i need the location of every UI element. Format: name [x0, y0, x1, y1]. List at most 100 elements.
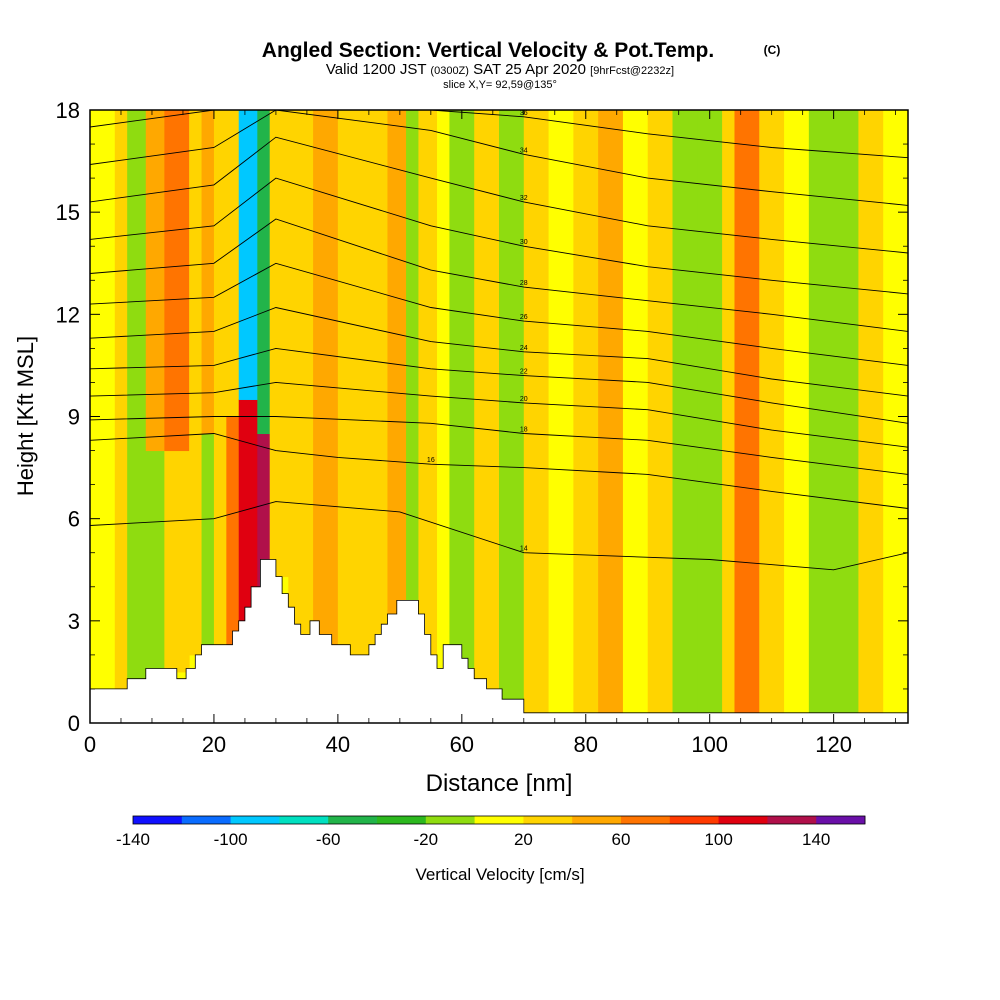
colorbar-tick-100: 100	[704, 830, 732, 849]
isentrope-26	[90, 262, 908, 366]
x-tick-label-60: 60	[450, 732, 474, 757]
y-tick-label-15: 15	[56, 200, 80, 225]
x-tick-label-0: 0	[84, 732, 96, 757]
velocity-band-12	[226, 110, 240, 417]
x-axis-label: Distance [nm]	[426, 770, 573, 797]
velocity-band-20	[337, 110, 364, 656]
colorbar-swatch-12	[718, 816, 768, 824]
colorbar-swatch-13	[767, 816, 817, 824]
isentrope-label-24: 24	[520, 345, 528, 352]
isentrope-label-22: 22	[520, 369, 528, 376]
colorbar-swatch-5	[377, 816, 427, 824]
velocity-band-33	[622, 110, 649, 714]
velocity-band-23	[406, 110, 419, 601]
colorbar-tick--20: -20	[414, 830, 439, 849]
x-tick-label-100: 100	[691, 732, 728, 757]
velocity-band-30	[548, 110, 574, 714]
isentrope-label-26: 26	[520, 314, 528, 321]
chart-subtitle: Valid 1200 JST (0300Z) SAT 25 Apr 2020 […	[326, 61, 674, 78]
isentrope-34	[90, 110, 908, 206]
isentrope-28	[90, 218, 908, 332]
velocity-band-15	[257, 433, 271, 588]
colorbar-swatch-7	[474, 816, 524, 824]
colorbar-frame	[132, 815, 866, 825]
isentrope-32	[90, 136, 908, 254]
y-axis-label: Height [Kft MSL]	[13, 336, 38, 496]
y-tick-label-3: 3	[68, 609, 80, 634]
velocity-band-17	[269, 110, 289, 578]
isentrope-30	[90, 177, 908, 295]
isentrope-18	[90, 416, 908, 475]
y-tick-label-9: 9	[68, 405, 80, 430]
colorbar-swatch-6	[425, 816, 475, 824]
x-tick-label-120: 120	[815, 732, 852, 757]
velocity-band-10	[213, 110, 227, 646]
velocity-band-9	[201, 110, 215, 435]
velocity-band-5	[164, 450, 190, 673]
velocity-band-4	[145, 110, 165, 452]
colorbar-tick--140: -140	[116, 830, 150, 849]
x-tick-label-40: 40	[326, 732, 350, 757]
colorbar-swatch-1	[181, 816, 231, 824]
colorbar-swatch-9	[572, 816, 622, 824]
chart-title: Angled Section: Vertical Velocity & Pot.…	[262, 39, 714, 62]
isentrope-label-32: 32	[520, 195, 528, 202]
isentrope-16	[90, 433, 908, 509]
axis-ticks: 0 20 40 60 80 100 120 0 3 6 9 12 15 18	[56, 98, 908, 757]
subtitle-zulu: (0300Z)	[430, 65, 469, 77]
subtitle-date: SAT 25 Apr 2020	[473, 61, 586, 78]
velocity-band-19	[313, 110, 339, 646]
subtitle-fcst: [9hrFcst@2232z]	[590, 65, 674, 77]
colorbar-swatch-11	[669, 816, 719, 824]
velocity-band-39	[759, 110, 785, 714]
y-tick-label-6: 6	[68, 507, 80, 532]
colorbar-tick-60: 60	[612, 830, 631, 849]
isentrope-24	[90, 307, 908, 397]
velocity-band-37	[722, 110, 735, 714]
velocity-band-1	[114, 110, 128, 690]
velocity-band-24	[418, 110, 438, 670]
isentrope-36	[90, 110, 908, 159]
chart-title-suffix: (C)	[764, 43, 781, 57]
velocity-band-0	[90, 110, 116, 697]
isentrope-label-16: 16	[427, 457, 435, 464]
velocity-band-18	[288, 110, 314, 635]
velocity-band-32	[598, 110, 624, 714]
isentrope-20	[90, 381, 908, 448]
velocity-band-7	[189, 110, 203, 656]
isentrope-label-28: 28	[520, 280, 528, 287]
velocity-band-40	[784, 110, 810, 714]
colorbar-tick--60: -60	[316, 830, 341, 849]
isentrope-label-34: 34	[520, 147, 528, 154]
colorbar-tick--100: -100	[214, 830, 248, 849]
y-tick-label-12: 12	[56, 302, 80, 327]
y-tick-label-18: 18	[56, 98, 80, 123]
isentrope-label-30: 30	[520, 239, 528, 246]
colorbar-swatch-8	[523, 816, 573, 824]
isentrope-label-14: 14	[520, 546, 528, 553]
colorbar-swatch-2	[230, 816, 280, 824]
velocity-band-38	[734, 110, 760, 714]
velocity-band-3	[145, 450, 165, 673]
colorbar-swatch-10	[621, 816, 671, 824]
velocity-band-31	[573, 110, 599, 714]
velocity-band-36	[697, 110, 723, 714]
x-tick-label-20: 20	[202, 732, 226, 757]
velocity-band-21	[362, 110, 388, 656]
velocity-band-29	[523, 110, 550, 714]
colorbar-label: Vertical Velocity [cm/s]	[415, 865, 584, 884]
isentrope-label-20: 20	[520, 396, 528, 403]
velocity-band-22	[387, 110, 407, 615]
velocity-band-44	[883, 110, 908, 714]
colorbar-swatch-4	[328, 816, 378, 824]
colorbar-tick-20: 20	[514, 830, 533, 849]
velocity-band-42	[833, 110, 859, 714]
isentrope-label-18: 18	[520, 427, 528, 434]
terrain-mask	[90, 559, 908, 723]
subtitle-valid: Valid 1200 JST	[326, 61, 426, 78]
isentrope-22	[90, 347, 908, 424]
y-tick-label-0: 0	[68, 711, 80, 736]
